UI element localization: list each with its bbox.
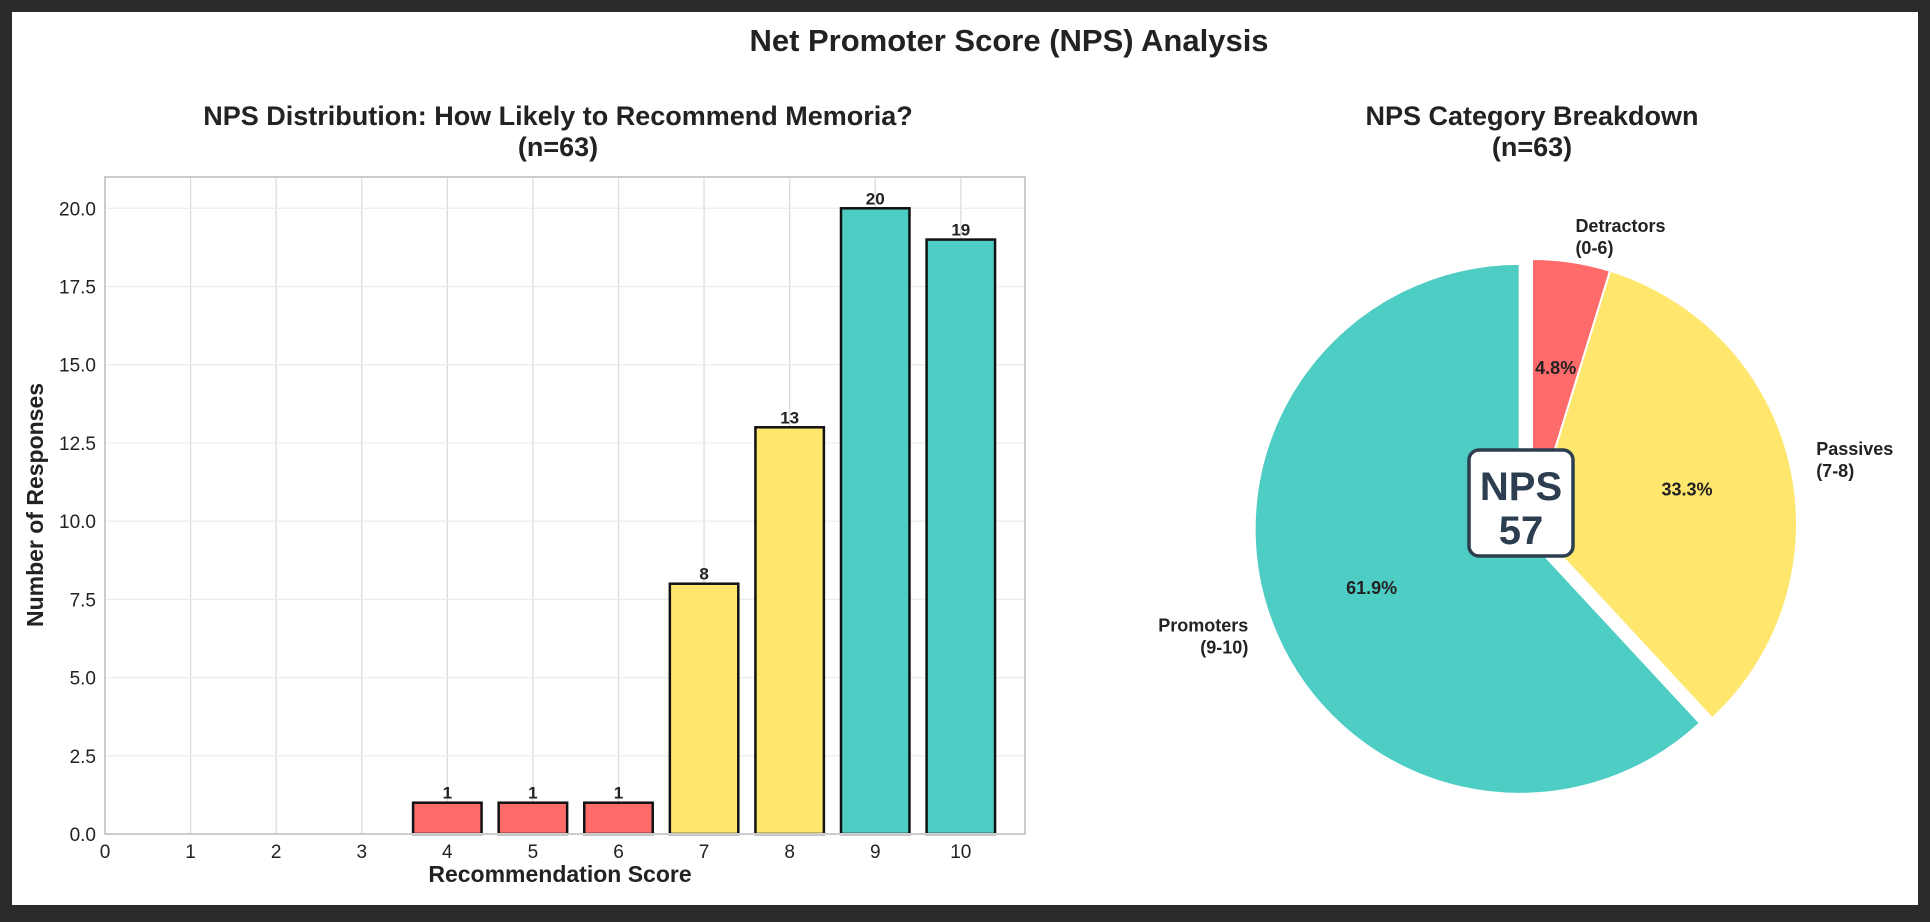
bar-chart-y-tick-label: 17.5	[59, 278, 96, 299]
bar-chart-x-tick-label: 10	[950, 842, 971, 863]
bar-chart-y-axis-label: Number of Responses	[22, 383, 48, 627]
bar-chart-y-tick-label: 7.5	[70, 590, 96, 611]
bar-chart-data-label: 19	[951, 221, 970, 240]
pie-chart-title: NPS Category Breakdown	[1365, 101, 1698, 131]
bar-chart-bars	[411, 207, 997, 836]
bar-chart-bar	[839, 207, 911, 836]
bar-chart-data-label: 20	[866, 189, 885, 208]
bar-chart-x-ticks: 0 1 2 3 4 5 6 7 8 9 10	[100, 842, 972, 863]
bar-chart-y-tick-label: 0.0	[70, 825, 96, 846]
bar-chart-bar	[583, 801, 654, 836]
bar-chart-data-label: 1	[443, 784, 452, 803]
bar-chart-y-ticks: 0.0 2.5 5.0 7.5 10.0 12.5 15.0 17.5 20.0	[59, 199, 96, 846]
bar-chart-x-tick-label: 9	[870, 842, 881, 863]
nps-score-badge: NPS 57	[1467, 448, 1575, 558]
bar-chart-data-label: 8	[699, 565, 708, 584]
bar-chart-x-tick-label: 0	[100, 842, 111, 863]
bar-chart-frame	[104, 176, 1026, 835]
pie-slice-percent-label: 61.9%	[1346, 578, 1397, 598]
bar-chart-x-tick-label: 3	[356, 842, 367, 863]
pie-chart-labels: 4.8% Detractors(0-6) 33.3% Passives(7-8) 61.…	[1158, 216, 1893, 658]
bar-chart-y-tick-label: 15.0	[59, 356, 96, 377]
pie-slice-category-range: (7-8)	[1816, 461, 1854, 481]
pie-slice-category-label: Detractors	[1575, 216, 1665, 236]
nps-badge-box	[1467, 448, 1575, 558]
bar-chart-y-tick-label: 20.0	[59, 199, 96, 220]
bar-chart-title: NPS Distribution: How Likely to Recommen…	[203, 101, 913, 131]
figure-canvas: Net Promoter Score (NPS) Analysis NPS Di…	[12, 12, 1918, 905]
pie-slice-category-label: Promoters	[1158, 615, 1248, 635]
bar-chart-x-tick-label: 5	[528, 842, 539, 863]
bar-chart-x-axis-label: Recommendation Score	[428, 861, 691, 887]
bar-chart-y-tick-label: 2.5	[70, 747, 96, 768]
bar-chart-x-tick-label: 6	[613, 842, 624, 863]
bar-chart-bar	[411, 801, 483, 836]
bar-chart-x-tick-label: 7	[699, 842, 710, 863]
pie-slice-percent-label: 33.3%	[1661, 480, 1712, 500]
pie-chart-subtitle: (n=63)	[1492, 132, 1572, 162]
pie-slice-category-range: (9-10)	[1200, 637, 1248, 657]
bar-chart-bar	[754, 426, 826, 836]
bar-chart-bar	[668, 582, 740, 836]
bar-chart-subtitle: (n=63)	[518, 132, 598, 162]
pie-chart-panel: NPS Category Breakdown (n=63) 4.8% Detrac…	[1158, 101, 1893, 795]
bar-chart-y-tick-label: 12.5	[59, 434, 96, 455]
pie-slice-passives	[1530, 269, 1798, 720]
bar-chart-x-tick-label: 2	[271, 842, 282, 863]
bar-chart-data-labels: 1 1 1 8 13 20 19	[443, 189, 971, 802]
bar-chart-data-label: 1	[614, 784, 623, 803]
bar-chart-x-tick-label: 8	[784, 842, 795, 863]
bar-chart-data-label: 13	[780, 408, 799, 427]
bar-chart-x-tick-label: 1	[185, 842, 196, 863]
bar-chart-y-tick-label: 10.0	[59, 512, 96, 533]
bar-chart-x-tick-label: 4	[442, 842, 453, 863]
bar-chart-y-tick-label: 5.0	[70, 669, 96, 690]
pie-slice-category-label: Passives	[1816, 439, 1893, 459]
bar-chart-data-label: 1	[528, 784, 537, 803]
nps-badge-value: 57	[1499, 509, 1544, 553]
pie-slice-category-range: (0-6)	[1575, 238, 1613, 258]
pie-slice-percent-label: 4.8%	[1535, 358, 1576, 378]
bar-chart-bar	[925, 238, 997, 836]
bar-chart-bar	[497, 801, 569, 836]
nps-badge-label: NPS	[1480, 465, 1562, 509]
page-title: Net Promoter Score (NPS) Analysis	[749, 23, 1268, 58]
nps-figure: Net Promoter Score (NPS) Analysis NPS Di…	[22, 23, 1893, 887]
bar-chart-panel: NPS Distribution: How Likely to Recommen…	[22, 101, 1026, 887]
